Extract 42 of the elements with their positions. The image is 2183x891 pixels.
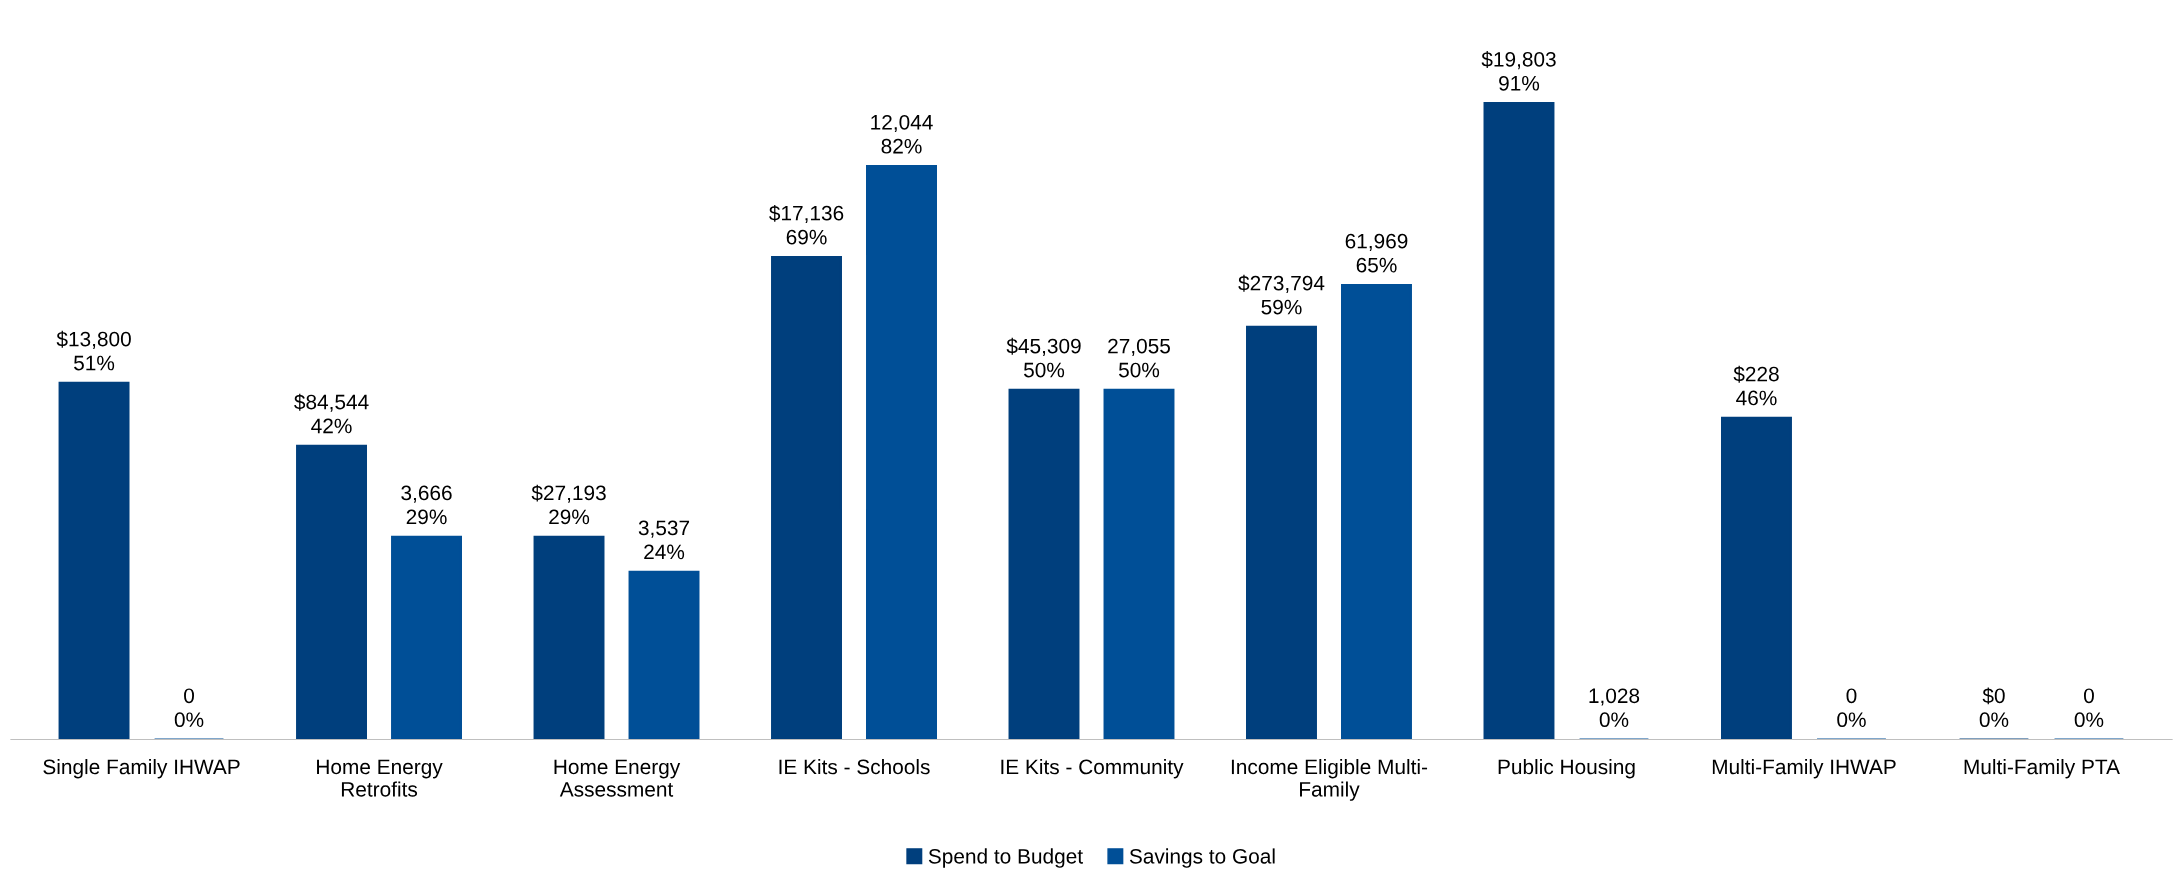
bar: [1483, 102, 1555, 740]
data-label: 12,044 82%: [871, 114, 933, 154]
data-label: 1,028 0%: [1589, 688, 1640, 728]
x-tick-label: Home Energy Retrofits: [317, 759, 443, 797]
data-label: $45,309 50%: [1006, 337, 1081, 378]
bar: [391, 535, 462, 740]
x-tick-label: Multi-Family PTA: [1964, 758, 2120, 779]
x-tick-label: Multi-Family IHWAP: [1712, 758, 1896, 779]
data-label: $273,794 59%: [1238, 274, 1325, 315]
data-label: 0 0%: [2074, 688, 2104, 728]
legend-label: Spend to Budget: [928, 848, 1083, 868]
x-tick-label: Income Eligible Multi- Family: [1231, 758, 1428, 801]
data-label: $17,136 69%: [769, 204, 844, 245]
bar: [1246, 325, 1317, 740]
x-tick-label: IE Kits - Community: [1001, 758, 1184, 779]
bar: [533, 535, 605, 740]
bar: [58, 381, 130, 740]
data-label: 61,969 65%: [1345, 233, 1408, 273]
x-tick-label: IE Kits - Schools: [779, 758, 930, 775]
bar: [866, 165, 937, 740]
data-label: 3,537 24%: [638, 520, 690, 560]
bar: [628, 570, 700, 740]
legend-label: Savings to Goal: [1129, 848, 1275, 868]
data-label: $27,193 29%: [531, 484, 606, 525]
data-label: $84,544 42%: [294, 393, 369, 434]
data-label: 27,055 50%: [1108, 338, 1170, 378]
data-label: 0 0%: [1837, 688, 1866, 728]
bar: [771, 255, 842, 740]
data-label: $0 0%: [1979, 687, 2009, 728]
data-label: $13,800 51%: [56, 330, 131, 371]
x-tick-label: Single Family IHWAP: [43, 758, 240, 779]
bar: [1721, 416, 1792, 740]
bar: [1341, 283, 1412, 740]
data-label: 3,666 29%: [401, 485, 452, 525]
data-label: $19,803 91%: [1481, 51, 1556, 91]
bar: [1008, 388, 1080, 740]
bar: [1103, 388, 1175, 740]
data-label: $228 46%: [1733, 365, 1779, 406]
x-tick-label: Home Energy Assessment: [554, 759, 681, 797]
x-tick-label: Public Housing: [1498, 758, 1635, 779]
bar: [296, 444, 367, 740]
data-label: 0 0%: [174, 688, 204, 728]
